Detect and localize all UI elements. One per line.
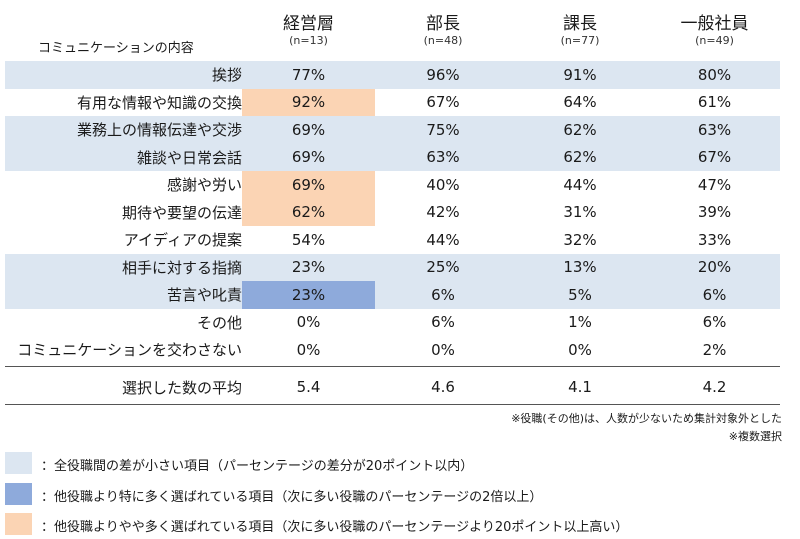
row-label: 有用な情報や知識の交換 [76,93,242,112]
row-label: 挨拶 [211,66,242,85]
cell-value: 47% [697,175,732,194]
column-header-department-manager: 部長 (n=48) [375,14,511,48]
row-label: 期待や要望の伝達 [121,203,242,222]
column-sample-size: (n=77) [560,34,600,47]
cell-value: 6% [702,285,727,304]
cell-value: 23% [242,281,375,309]
cell-value: 0% [296,313,321,332]
legend-item-light: ：全役職間の差が小さい項目（パーセンテージの差分が20ポイント以内） [5,452,765,474]
topic-column-header: コミュニケーションの内容 [38,41,194,56]
row-label: アイディアの提案 [123,231,242,250]
row-label: 相手に対する指摘 [121,258,242,277]
table-row: アイディアの提案 54% 44% 32% 33% [5,226,780,254]
column-header-general-staff: 一般社員 (n=49) [649,14,780,48]
table-row: その他 0% 6% 1% 6% [5,309,780,337]
cell-value: 54% [291,230,326,249]
column-sample-size: (n=13) [289,34,328,47]
average-value: 4.6 [431,378,455,396]
column-title: 部長 [426,14,460,34]
cell-value: 31% [563,203,597,222]
legend-text: ：他役職よりやや多く選ばれている項目（次に多い役職のパーセンテージより20ポイン… [41,520,629,535]
table-row: 期待や要望の伝達 62% 42% 31% 39% [5,198,780,226]
cell-value: 92% [242,88,375,116]
table-row: 感謝や労い 69% 40% 44% 47% [5,171,780,199]
average-value: 5.4 [296,378,321,396]
separator-line [5,404,780,405]
legend-item-orange: ：他役職よりやや多く選ばれている項目（次に多い役職のパーセンテージより20ポイン… [5,513,765,535]
table-row: 有用な情報や知識の交換 92% 67% 64% 61% [5,88,780,116]
table-row: 挨拶 77% 96% 91% 80% [5,61,780,89]
column-title: 課長 [563,14,597,34]
cell-value: 32% [563,230,597,249]
row-label: その他 [196,313,242,332]
cell-value: 1% [568,313,592,332]
average-value: 4.1 [568,378,592,396]
average-label: 選択した数の平均 [121,378,242,397]
cell-value: 63% [426,148,460,167]
legend-swatch [5,513,32,535]
table-row: 雑談や日常会話 69% 63% 62% 67% [5,143,780,171]
cell-value: 6% [702,313,727,332]
row-label: コミュニケーションを交わさない [17,341,242,360]
cell-value: 6% [431,313,455,332]
cell-value: 20% [697,258,732,277]
legend-item-blue: ：他役職より特に多く選ばれている項目（次に多い役職のパーセンテージの2倍以上） [5,483,765,505]
row-label: 雑談や日常会話 [136,148,242,167]
average-row: 選択した数の平均 5.4 4.6 4.1 4.2 [5,371,780,403]
communication-table: 挨拶 77% 96% 91% 80% 有用な情報や知識の交換 92% 67% 64% 61% 業務上… [5,61,780,364]
cell-value: 69% [242,171,375,199]
table-row: 相手に対する指摘 23% 25% 13% 20% [5,253,780,281]
row-label: 苦言や叱責 [166,286,242,305]
cell-value: 39% [697,203,732,222]
cell-value: 62% [563,148,597,167]
column-title: 経営層 [283,14,334,34]
cell-value: 77% [291,65,326,84]
cell-value: 0% [431,340,455,359]
cell-value: 69% [291,120,326,139]
column-header-section-manager: 課長 (n=77) [511,14,649,48]
legend-text: ：他役職より特に多く選ばれている項目（次に多い役職のパーセンテージの2倍以上） [41,490,543,505]
cell-value: 6% [431,285,455,304]
cell-value: 96% [426,65,460,84]
cell-value: 5% [568,285,592,304]
cell-value: 44% [563,175,597,194]
cell-value: 67% [426,93,460,112]
legend-swatch [5,452,32,474]
cell-value: 75% [426,120,460,139]
cell-value: 33% [697,230,732,249]
cell-value: 0% [568,340,592,359]
cell-value: 23% [291,258,326,277]
cell-value: 64% [563,93,597,112]
note-multiple-choice: ※複数選択 [728,430,782,443]
average-value: 4.2 [702,378,727,396]
column-title: 一般社員 [680,14,749,34]
cell-value: 0% [296,340,321,359]
cell-value: 91% [563,65,597,84]
cell-value: 62% [242,198,375,226]
separator-line [5,366,780,367]
table-row: コミュニケーションを交わさない 0% 0% 0% 2% [5,336,780,364]
column-sample-size: (n=49) [695,34,734,47]
legend-swatch [5,483,32,505]
cell-value: 25% [426,258,460,277]
cell-value: 61% [697,93,732,112]
column-header-executive: 経営層 (n=13) [242,14,375,48]
row-label: 感謝や労い [166,176,242,195]
note-excluded: ※役職(その他)は、人数が少ないため集計対象外とした [511,412,782,425]
legend-text: ：全役職間の差が小さい項目（パーセンテージの差分が20ポイント以内） [41,459,474,474]
cell-value: 40% [426,175,460,194]
cell-value: 67% [697,148,732,167]
cell-value: 80% [697,65,732,84]
cell-value: 63% [697,120,732,139]
cell-value: 44% [426,230,460,249]
cell-value: 62% [563,120,597,139]
cell-value: 69% [291,148,326,167]
row-label: 業務上の情報伝達や交渉 [76,121,242,140]
cell-value: 42% [426,203,460,222]
table-row: 業務上の情報伝達や交渉 69% 75% 62% 63% [5,116,780,144]
cell-value: 13% [563,258,597,277]
table-row: 苦言や叱責 23% 6% 5% 6% [5,281,780,309]
cell-value: 2% [702,340,727,359]
column-sample-size: (n=48) [423,34,463,47]
